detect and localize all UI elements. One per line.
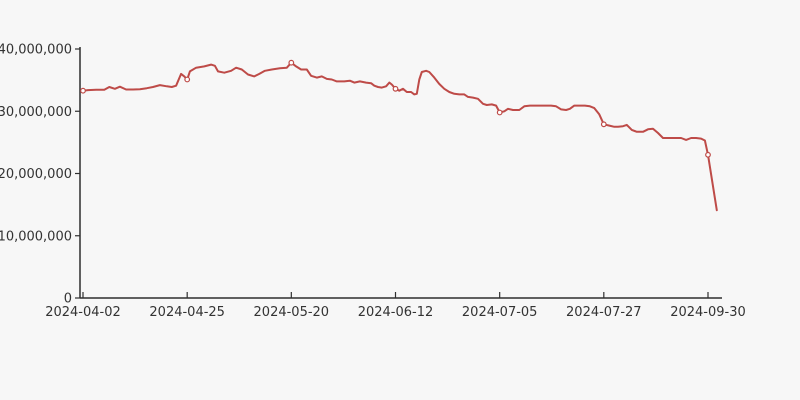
data-point-marker (600, 121, 607, 128)
y-axis-tick-label: 30,000,000 (0, 105, 72, 120)
x-axis-tick-label: 2024-04-25 (149, 305, 225, 320)
data-point-marker (392, 85, 399, 92)
x-axis-tick-label: 2024-07-27 (566, 305, 642, 320)
data-point-marker (705, 151, 711, 158)
y-axis-tick-label: 0 (64, 292, 72, 307)
data-point-marker (80, 87, 86, 94)
data-point-marker (288, 59, 295, 66)
y-axis-tick-label: 10,000,000 (0, 229, 72, 244)
x-axis-tick-label: 2024-06-12 (358, 305, 434, 320)
y-axis-tick-label: 40,000,000 (0, 43, 72, 58)
x-axis-tick-label: 2024-07-05 (462, 305, 538, 320)
series-line (82, 61, 718, 212)
x-axis-tick-label: 2024-05-20 (254, 305, 330, 320)
y-axis-tick-label: 20,000,000 (0, 167, 72, 182)
data-point-marker (496, 109, 503, 116)
data-point-marker (184, 76, 191, 83)
x-axis-tick-label: 2024-04-02 (45, 305, 121, 320)
x-axis-tick-label: 2024-09-30 (670, 305, 746, 320)
